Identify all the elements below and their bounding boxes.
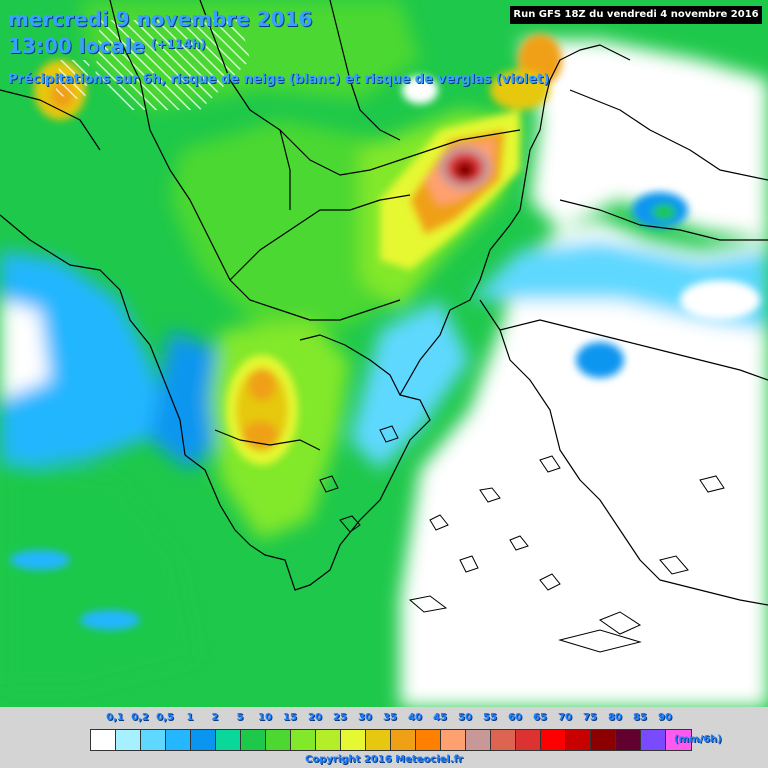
legend-swatch bbox=[491, 730, 516, 750]
legend-tick-label: 30 bbox=[358, 712, 372, 723]
legend-tick-label: 0,5 bbox=[156, 712, 174, 723]
legend-swatch bbox=[116, 730, 141, 750]
run-label: Run GFS 18Z du vendredi 4 novembre 2016 bbox=[510, 6, 762, 24]
legend-tick-label: 60 bbox=[508, 712, 522, 723]
coast-blacksea bbox=[519, 44, 631, 211]
legend-ticks: 0,1 0,2 0,5 1 2 5 10 15 20 25 30 35 40 45 50 55 60 65 70 75… bbox=[0, 712, 768, 726]
coast-gulf bbox=[214, 429, 321, 451]
legend-tick-label: 40 bbox=[408, 712, 422, 723]
precip-cores bbox=[10, 34, 760, 630]
border-8 bbox=[0, 89, 101, 151]
legend-tick-label: 25 bbox=[333, 712, 347, 723]
legend-swatch bbox=[516, 730, 541, 750]
legend-tick-label: 15 bbox=[283, 712, 297, 723]
snow-hatch-zone bbox=[95, 20, 250, 110]
legend-tick-label: 80 bbox=[608, 712, 622, 723]
coast-greece bbox=[184, 334, 431, 591]
border-5 bbox=[329, 0, 401, 141]
legend-swatch bbox=[91, 730, 116, 750]
coast-turkey-west bbox=[479, 299, 768, 606]
legend-swatch bbox=[591, 730, 616, 750]
map-subtitle: Précipitations sur 6h, risque de neige (… bbox=[8, 72, 550, 87]
border-1 bbox=[199, 0, 521, 176]
copyright-text: Copyright 2016 Meteociel.fr bbox=[305, 754, 463, 765]
legend-swatch bbox=[616, 730, 641, 750]
legend-colorbar bbox=[90, 729, 692, 751]
legend-tick-label: 75 bbox=[583, 712, 597, 723]
border-7 bbox=[559, 199, 768, 241]
zone-west-blue bbox=[0, 250, 170, 470]
coast-adriatic bbox=[0, 214, 186, 456]
forecast-time: 13:00 locale (+114h) bbox=[8, 34, 206, 58]
legend-swatch bbox=[166, 730, 191, 750]
legend-tick-label: 5 bbox=[236, 712, 244, 723]
legend-tick-label: 0,1 bbox=[106, 712, 124, 723]
border-2 bbox=[109, 0, 401, 321]
core-blue-south-2 bbox=[80, 610, 140, 630]
coast-aegean-north bbox=[399, 209, 521, 396]
legend-tick-label: 65 bbox=[533, 712, 547, 723]
legend-swatch bbox=[191, 730, 216, 750]
core-sea-white-1 bbox=[402, 76, 438, 104]
legend-tick-label: 90 bbox=[658, 712, 672, 723]
core-sea-white-2 bbox=[680, 280, 760, 320]
legend-swatch bbox=[366, 730, 391, 750]
islands bbox=[319, 425, 725, 653]
legend-swatch bbox=[341, 730, 366, 750]
core-blue-south bbox=[10, 550, 70, 570]
core-turkey-green-1 bbox=[652, 204, 676, 220]
border-3 bbox=[229, 194, 411, 281]
borders-coastlines bbox=[0, 0, 768, 606]
legend-swatch bbox=[141, 730, 166, 750]
legend-swatch bbox=[241, 730, 266, 750]
legend-swatch bbox=[466, 730, 491, 750]
border-4 bbox=[279, 129, 291, 210]
core-northeast-yellow bbox=[490, 70, 550, 110]
core-turkey-blue-2 bbox=[576, 342, 624, 378]
zone-cyan-band bbox=[350, 300, 470, 470]
zone-sea-east bbox=[400, 220, 768, 707]
legend-tick-label: 85 bbox=[633, 712, 647, 723]
legend-tick-label: 10 bbox=[258, 712, 272, 723]
snow-hatch-zone-2 bbox=[55, 60, 90, 100]
legend-swatch bbox=[666, 730, 691, 750]
legend-tick-label: 1 bbox=[186, 712, 194, 723]
forecast-lead-time: (+114h) bbox=[151, 37, 206, 51]
zone-northeast-sea bbox=[520, 40, 768, 240]
forecast-time-text: 13:00 locale bbox=[8, 34, 145, 58]
legend-swatch bbox=[441, 730, 466, 750]
legend-swatch bbox=[641, 730, 666, 750]
legend-tick-label: 55 bbox=[483, 712, 497, 723]
legend-tick-label: 2 bbox=[211, 712, 219, 723]
legend-swatch bbox=[391, 730, 416, 750]
border-6 bbox=[569, 89, 768, 181]
legend-swatch bbox=[566, 730, 591, 750]
legend-tick-label: 35 bbox=[383, 712, 397, 723]
legend-swatch bbox=[416, 730, 441, 750]
legend-unit: (mm/6h) bbox=[674, 734, 722, 745]
legend-swatch bbox=[266, 730, 291, 750]
core-greece-orange-n bbox=[248, 369, 276, 401]
legend-swatch bbox=[316, 730, 341, 750]
legend-tick-label: 70 bbox=[558, 712, 572, 723]
coast-turkey-south bbox=[499, 319, 768, 381]
legend-swatch bbox=[291, 730, 316, 750]
precipitation-map bbox=[0, 0, 768, 707]
zone-west-white bbox=[0, 300, 50, 400]
legend-swatch bbox=[541, 730, 566, 750]
core-bulgaria-darkred bbox=[455, 161, 475, 179]
legend-swatch bbox=[216, 730, 241, 750]
legend-tick-label: 0,2 bbox=[131, 712, 149, 723]
legend-tick-label: 45 bbox=[433, 712, 447, 723]
legend-tick-label: 50 bbox=[458, 712, 472, 723]
zone-south-west bbox=[0, 460, 200, 690]
forecast-date: mercredi 9 novembre 2016 bbox=[8, 7, 313, 31]
legend-tick-label: 20 bbox=[308, 712, 322, 723]
zone-blue-center bbox=[150, 330, 230, 470]
